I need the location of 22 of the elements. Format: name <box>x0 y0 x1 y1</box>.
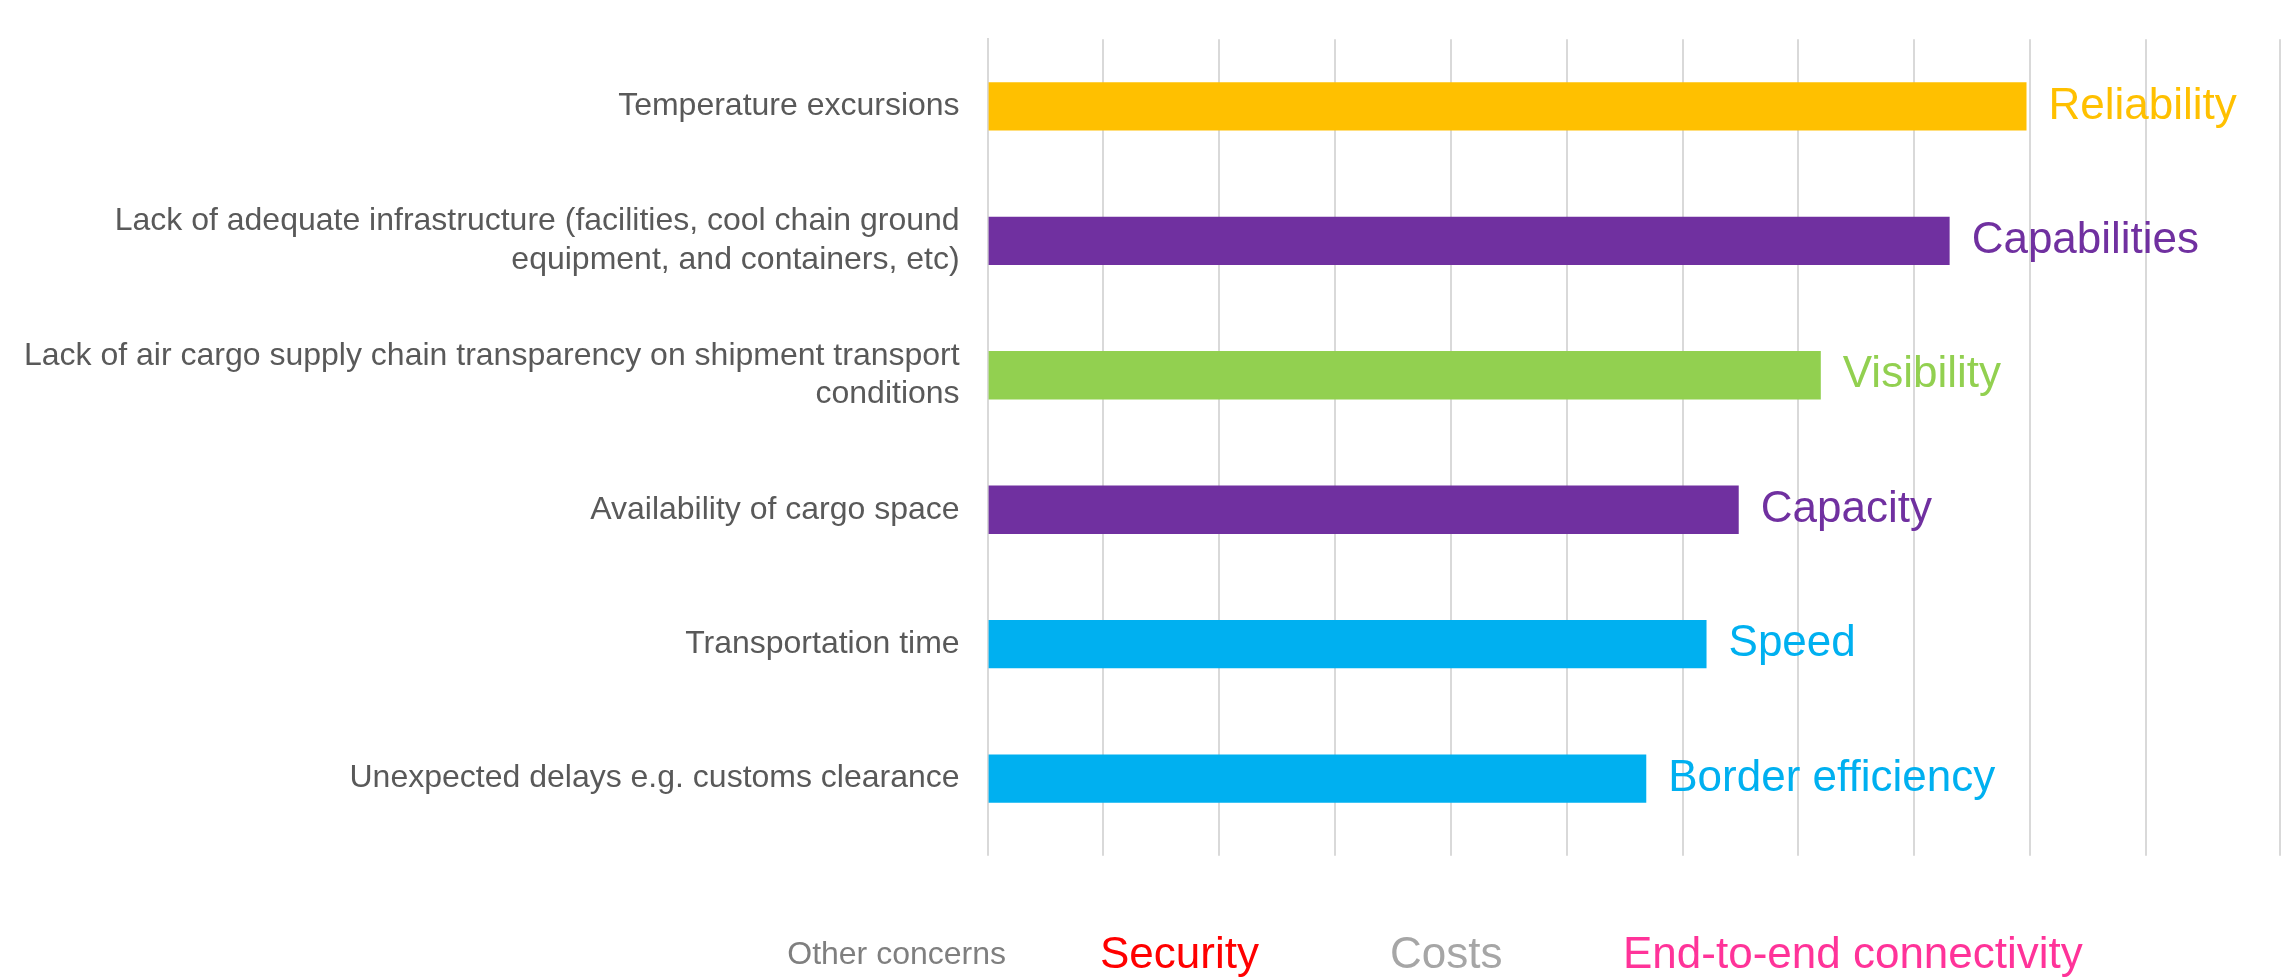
bar <box>988 619 1707 669</box>
annotation: Reliability <box>2048 78 2237 128</box>
bar <box>988 82 2027 131</box>
y-tick-label: Transportation time <box>685 623 960 660</box>
y-tick-label: Lack of adequate infrastructure (facilities, cool chain ground equipment, and containers, etc) <box>114 201 960 276</box>
bar <box>988 485 1739 534</box>
annotation: Speed <box>1728 616 1856 666</box>
annotation: Visibility <box>1842 347 2001 397</box>
annotation: Border efficiency <box>1668 750 1996 800</box>
y-tick-label: Unexpected delays e.g. customs clearance <box>349 758 960 795</box>
bar <box>988 754 1647 803</box>
annotation: Capabilities <box>1971 212 2200 262</box>
annotation: Capacity <box>1760 481 1932 531</box>
y-tick-label: Availability of cargo space <box>590 489 960 526</box>
text: End-to-end connectivity <box>1623 928 2083 978</box>
text: Costs <box>1390 928 1503 978</box>
bar <box>988 351 1821 400</box>
text: Other concerns <box>787 935 1006 972</box>
y-tick-label: Lack of air cargo supply chain transparency on shipment transport conditions <box>24 335 960 411</box>
y-tick-label: Temperature excursions <box>618 86 960 123</box>
text: Security <box>1100 928 1259 978</box>
bar <box>988 216 1950 266</box>
